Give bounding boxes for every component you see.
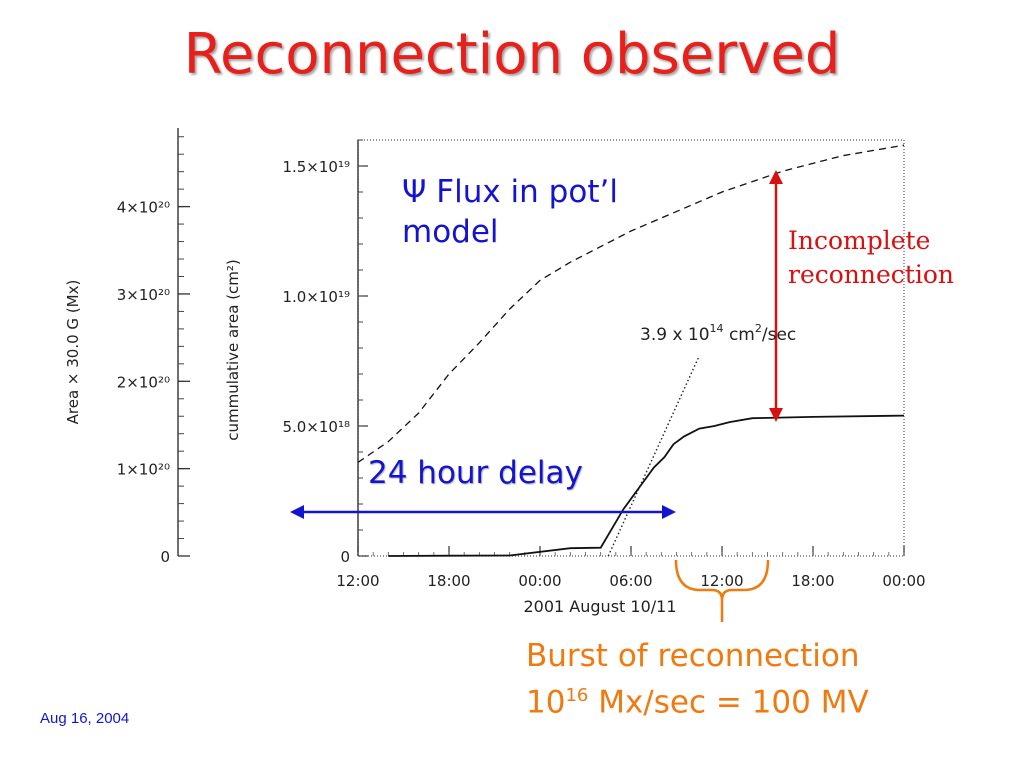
x-tick-label: 00:00 bbox=[518, 572, 561, 590]
incomplete-arrow-head-bottom bbox=[769, 408, 783, 422]
delay-annotation: 24 hour delay bbox=[368, 455, 583, 491]
flux-tick-label: 0 bbox=[160, 548, 170, 566]
burst-line1: Burst of reconnection bbox=[526, 638, 860, 674]
series-layer bbox=[357, 144, 905, 557]
flux-tick-label: 2×10²⁰ bbox=[117, 373, 170, 391]
area-tick-label: 1.5×10¹⁹ bbox=[282, 158, 350, 176]
x-tick-label: 12:00 bbox=[336, 572, 379, 590]
delay-arrow-head-right bbox=[662, 505, 676, 519]
slide-title: Reconnection observed bbox=[183, 22, 841, 87]
flux-tick-label: 1×10²⁰ bbox=[117, 461, 170, 479]
x-tick-label: 18:00 bbox=[427, 572, 470, 590]
annotation-arrows bbox=[290, 170, 783, 622]
left-y-axis: 0 1×10²⁰ 2×10²⁰ 3×10²⁰ 4×10²⁰ bbox=[117, 128, 190, 566]
right-y-axis: 0 5.0×10¹⁸ 1.0×10¹⁹ 1.5×10¹⁹ bbox=[282, 139, 368, 566]
x-tick-label: 00:00 bbox=[882, 572, 925, 590]
flux-label-line1: Flux in pot’l bbox=[436, 174, 618, 210]
area-tick-label: 5.0×10¹⁸ bbox=[282, 418, 350, 436]
burst-annotation: Burst of reconnection 1016 Mx/sec = 100 … bbox=[526, 636, 869, 722]
x-axis: 12:00 18:00 00:00 06:00 12:00 18:00 00:00 bbox=[336, 546, 926, 590]
reconnected-area-line bbox=[388, 414, 905, 557]
incomplete-line1: Incomplete bbox=[788, 226, 931, 255]
x-axis-label: 2001 August 10/11 bbox=[524, 597, 677, 616]
x-tick-label: 12:00 bbox=[700, 572, 743, 590]
delay-arrow-head-left bbox=[290, 505, 304, 519]
psi-symbol: Ψ bbox=[402, 174, 427, 210]
flux-tick-label: 3×10²⁰ bbox=[117, 286, 170, 304]
date-footer: Aug 16, 2004 bbox=[40, 710, 130, 727]
burst-base: 10 bbox=[526, 684, 566, 721]
area-tick-label: 1.0×10¹⁹ bbox=[282, 288, 350, 306]
area-tick-label: 0 bbox=[340, 548, 350, 566]
incomplete-reconnection-annotation: Incomplete reconnection bbox=[788, 224, 954, 292]
rate-label: 3.9 x 1014 cm2/sec bbox=[640, 322, 796, 345]
right-axis-label: cummulative area (cm²) bbox=[224, 259, 242, 441]
burst-exponent: 16 bbox=[565, 685, 589, 706]
x-tick-label: 06:00 bbox=[609, 572, 652, 590]
left-axis-label: Area × 30.0 G (Mx) bbox=[64, 280, 82, 425]
rate-fit-line bbox=[607, 355, 700, 557]
potential-flux-line bbox=[357, 144, 905, 463]
incomplete-arrow-head-top bbox=[769, 170, 783, 184]
incomplete-line2: reconnection bbox=[788, 260, 954, 289]
burst-rest: Mx/sec = 100 MV bbox=[588, 684, 869, 721]
flux-tick-label: 4×10²⁰ bbox=[117, 199, 170, 217]
x-tick-label: 18:00 bbox=[791, 572, 834, 590]
flux-model-annotation: Ψ Flux in pot’l model bbox=[402, 172, 618, 252]
flux-label-line2: model bbox=[402, 214, 499, 250]
